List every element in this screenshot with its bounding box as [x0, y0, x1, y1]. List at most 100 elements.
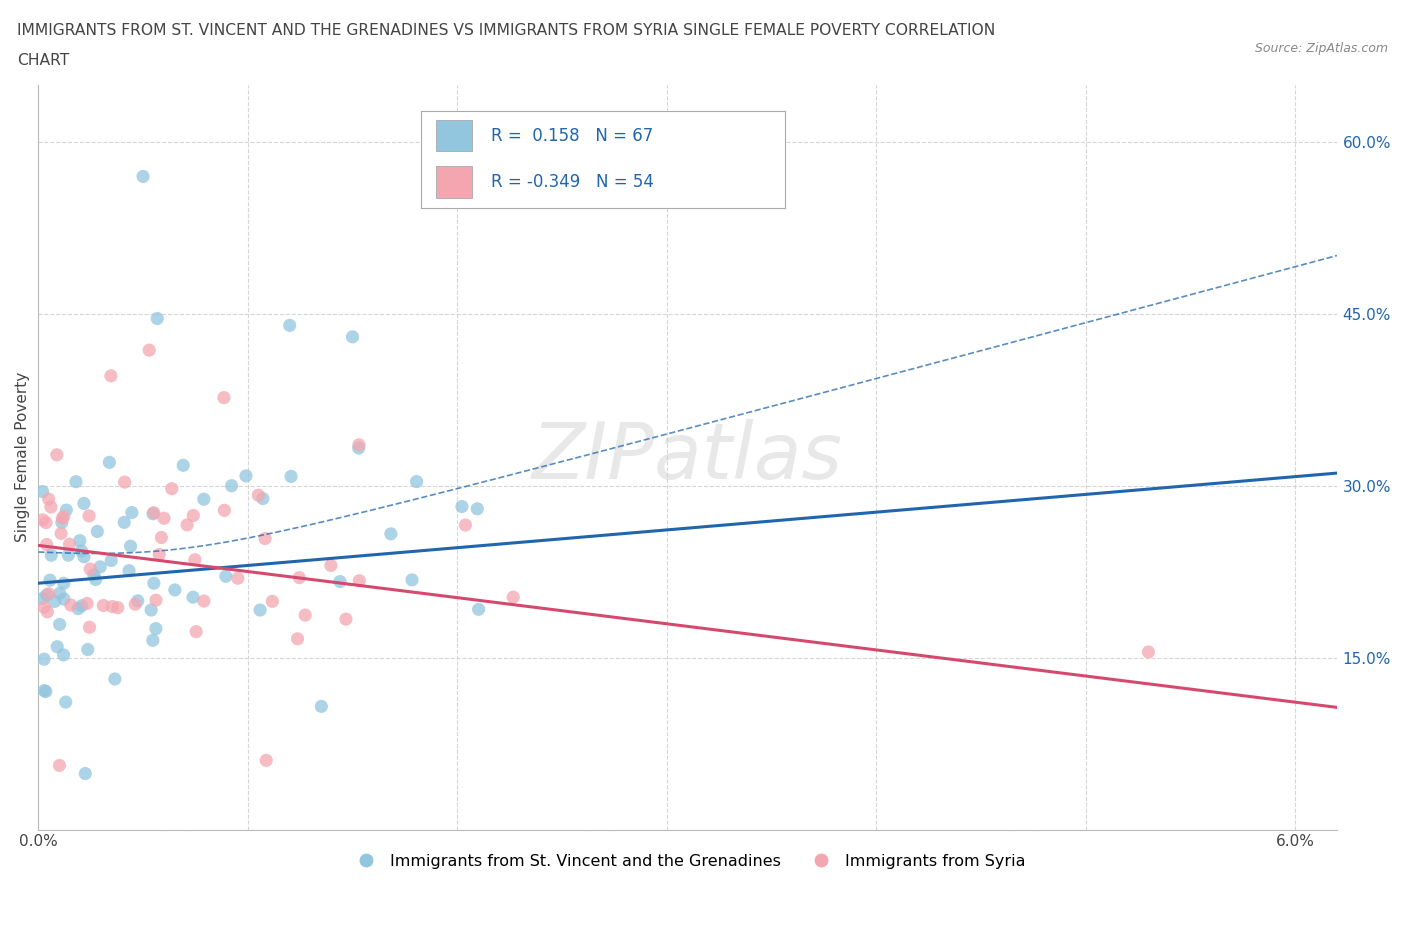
Point [254, 753, 277, 768]
Point [107, 600, 129, 615]
Point [51, 515, 73, 530]
Point [38, 492, 60, 507]
Point [262, 594, 284, 609]
Point [39, 499, 62, 514]
Point [454, 518, 477, 533]
Point [39, 548, 62, 563]
Point [138, 342, 160, 357]
Point [212, 391, 235, 405]
Point [294, 607, 316, 622]
Point [35, 537, 58, 551]
Point [118, 564, 141, 578]
Point [77, 509, 100, 524]
Point [48, 758, 70, 773]
Point [380, 526, 402, 541]
Point [120, 538, 142, 553]
Point [319, 558, 342, 573]
Point [114, 474, 136, 489]
Point [226, 571, 249, 586]
Point [70, 543, 93, 558]
Point [65, 474, 87, 489]
Point [84, 572, 107, 587]
Point [31, 591, 53, 606]
Point [70, 598, 93, 613]
Point [76, 596, 98, 611]
Point [145, 592, 167, 607]
Point [76, 642, 98, 657]
Point [79, 619, 101, 634]
Point [329, 574, 352, 589]
Point [124, 597, 146, 612]
Point [98, 455, 121, 470]
Point [401, 573, 423, 588]
Point [142, 576, 165, 591]
Point [73, 550, 96, 565]
Point [55, 695, 77, 710]
Point [215, 569, 238, 584]
Text: Source: ZipAtlas.com: Source: ZipAtlas.com [1254, 42, 1388, 55]
Point [100, 553, 122, 568]
Point [247, 487, 270, 502]
Point [52, 647, 75, 662]
Point [67, 601, 90, 616]
Point [73, 496, 96, 511]
Point [142, 506, 165, 521]
Point [35, 588, 58, 603]
Point [249, 603, 271, 618]
Point [287, 631, 309, 646]
Point [163, 582, 186, 597]
Point [83, 567, 105, 582]
Point [69, 533, 91, 548]
Point [89, 560, 111, 575]
Point [465, 501, 488, 516]
Point [184, 552, 207, 567]
Point [181, 590, 204, 604]
Point [146, 311, 169, 325]
Point [405, 474, 427, 489]
Point [288, 570, 311, 585]
Point [52, 509, 75, 524]
Point [467, 602, 489, 617]
Point [86, 524, 108, 538]
Point [48, 617, 70, 631]
Point [79, 562, 101, 577]
Point [35, 515, 58, 530]
Point [451, 499, 474, 514]
Point [58, 548, 80, 563]
Point [39, 573, 62, 588]
Point [44, 594, 66, 609]
Point [160, 482, 183, 497]
Point [139, 603, 162, 618]
Point [311, 699, 333, 714]
Point [193, 492, 215, 507]
Point [1137, 644, 1160, 659]
Point [58, 537, 80, 551]
Point [49, 526, 72, 541]
Point [148, 547, 170, 562]
Point [75, 766, 97, 781]
Point [132, 169, 155, 184]
Point [142, 505, 165, 520]
Point [48, 586, 70, 601]
Point [31, 485, 53, 499]
Text: ZIPatlas: ZIPatlas [533, 419, 844, 495]
Point [252, 491, 274, 506]
Point [37, 604, 59, 619]
Point [52, 576, 75, 591]
Point [235, 469, 257, 484]
Point [31, 512, 53, 527]
Point [55, 502, 77, 517]
Point [91, 598, 114, 613]
Point [153, 511, 176, 525]
Legend: Immigrants from St. Vincent and the Grenadines, Immigrants from Syria: Immigrants from St. Vincent and the Gren… [343, 847, 1032, 875]
Point [51, 512, 73, 526]
Point [46, 639, 69, 654]
Point [254, 531, 277, 546]
Point [221, 478, 243, 493]
Point [342, 329, 364, 344]
Point [100, 368, 122, 383]
Point [335, 612, 357, 627]
Point [121, 505, 143, 520]
Point [172, 458, 194, 472]
Point [214, 503, 236, 518]
